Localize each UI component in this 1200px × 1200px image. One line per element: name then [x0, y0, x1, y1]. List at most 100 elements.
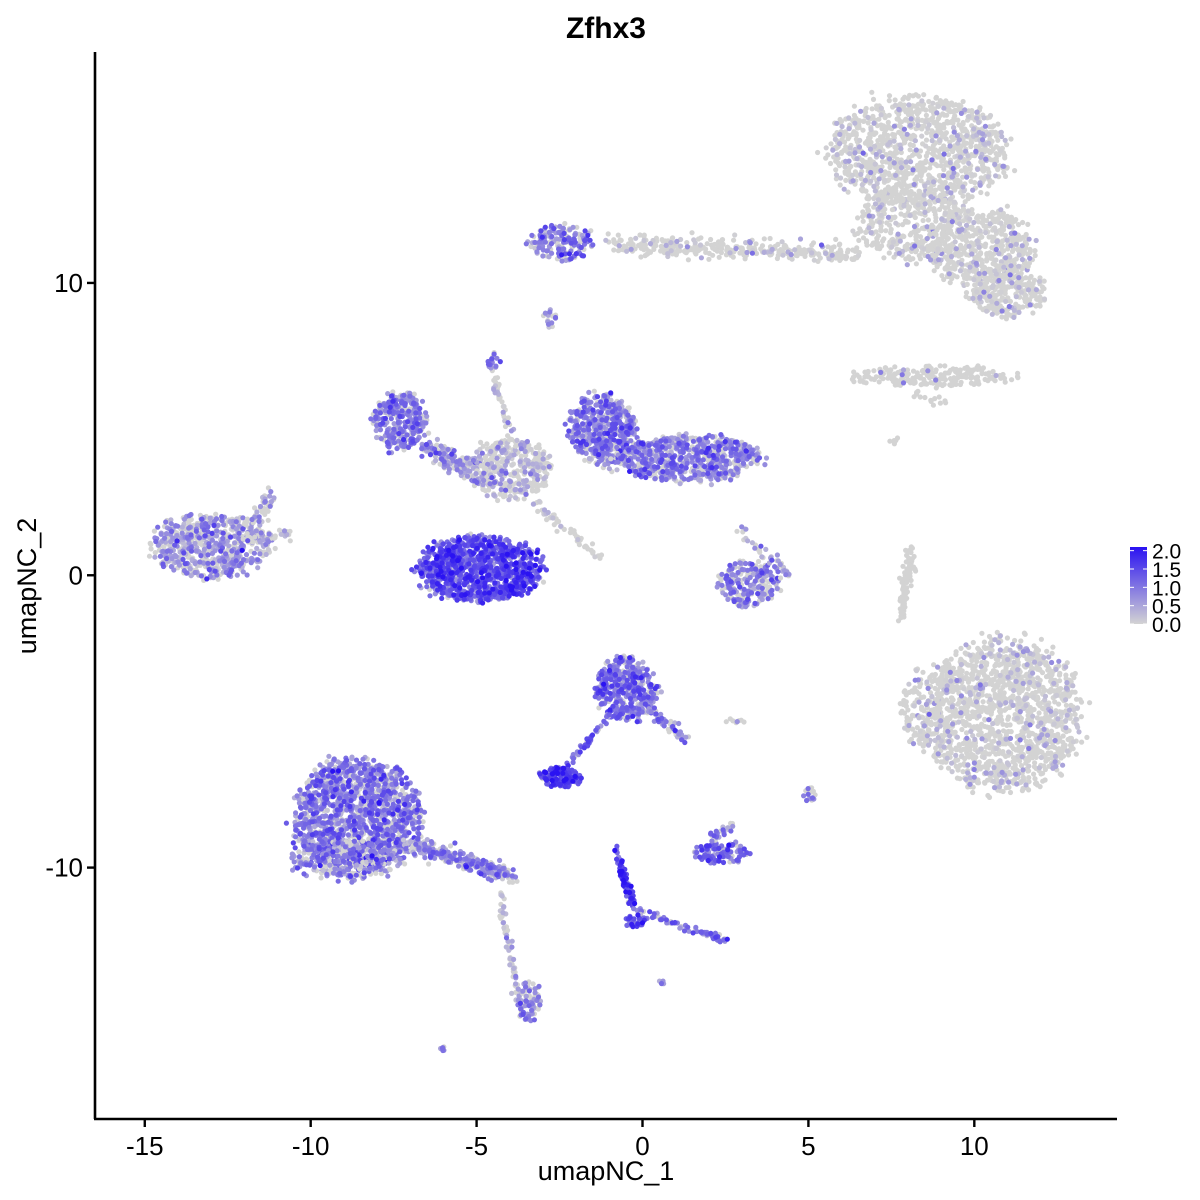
- data-point: [961, 188, 967, 194]
- data-point: [162, 535, 168, 541]
- data-point: [838, 150, 845, 156]
- data-point: [1039, 284, 1046, 290]
- data-point: [265, 517, 271, 523]
- data-point: [998, 289, 1004, 295]
- data-point: [922, 209, 928, 215]
- data-point: [986, 183, 992, 189]
- data-point: [956, 369, 962, 376]
- data-point: [711, 242, 717, 248]
- data-point: [902, 243, 908, 249]
- data-point: [1013, 241, 1019, 247]
- data-point: [931, 268, 937, 274]
- data-point: [248, 525, 254, 531]
- data-point: [933, 385, 939, 391]
- data-point: [956, 253, 962, 259]
- data-point: [691, 237, 697, 243]
- data-point: [1002, 137, 1008, 143]
- data-point: [908, 116, 914, 122]
- data-point: [425, 544, 431, 550]
- data-point: [966, 160, 972, 166]
- data-point: [378, 436, 384, 442]
- data-point: [886, 250, 892, 256]
- data-point: [767, 235, 773, 242]
- data-point: [885, 375, 891, 381]
- data-point: [168, 521, 174, 527]
- data-point: [973, 148, 979, 154]
- data-point: [878, 105, 885, 111]
- cluster-top-left-purple: [523, 220, 596, 264]
- data-point: [945, 120, 951, 126]
- data-point: [973, 260, 979, 266]
- data-point: [993, 173, 999, 179]
- data-point: [941, 276, 947, 283]
- data-point: [434, 554, 440, 560]
- data-point: [908, 196, 914, 202]
- data-point: [914, 370, 920, 376]
- data-point: [903, 136, 909, 142]
- data-point: [965, 208, 971, 214]
- data-point: [685, 257, 692, 263]
- data-point: [868, 169, 874, 176]
- data-point: [647, 249, 654, 255]
- data-point: [985, 148, 992, 154]
- data-point: [957, 154, 964, 160]
- data-point: [898, 184, 905, 190]
- data-point: [870, 96, 877, 102]
- data-point: [904, 262, 910, 268]
- data-point: [186, 513, 192, 519]
- data-point: [532, 562, 539, 569]
- data-point: [818, 242, 825, 248]
- data-point: [658, 248, 664, 254]
- data-point: [985, 174, 991, 180]
- data-point: [731, 237, 737, 243]
- data-point: [503, 577, 509, 584]
- data-point: [560, 225, 567, 231]
- data-point: [513, 560, 519, 566]
- data-point: [239, 547, 245, 553]
- data-point: [930, 100, 936, 106]
- data-point: [534, 550, 540, 556]
- data-point: [856, 144, 863, 150]
- data-point: [940, 173, 947, 179]
- data-point: [210, 560, 216, 566]
- data-point: [769, 246, 775, 252]
- data-point: [862, 177, 869, 183]
- data-point: [263, 551, 269, 558]
- data-point: [578, 244, 584, 251]
- data-point: [832, 136, 839, 142]
- data-point: [427, 565, 433, 571]
- data-point: [915, 388, 921, 394]
- data-point: [1041, 296, 1048, 302]
- data-point: [1020, 219, 1026, 226]
- data-point: [933, 133, 939, 139]
- data-point: [850, 228, 856, 234]
- data-point: [971, 126, 977, 132]
- data-point: [265, 539, 272, 545]
- data-point: [990, 215, 996, 222]
- data-point: [983, 156, 989, 162]
- data-point: [163, 531, 170, 537]
- data-point: [885, 214, 892, 220]
- data-point: [891, 138, 897, 144]
- data-point: [925, 180, 931, 186]
- data-point: [1009, 377, 1015, 383]
- data-point: [192, 569, 198, 576]
- data-point: [1002, 173, 1009, 179]
- data-point: [921, 92, 927, 98]
- data-point: [940, 101, 946, 107]
- data-point: [245, 538, 251, 544]
- data-point: [1032, 252, 1038, 259]
- data-point: [978, 189, 984, 196]
- data-point: [388, 416, 394, 422]
- data-point: [910, 142, 916, 149]
- data-point: [1008, 136, 1014, 142]
- data-point: [912, 138, 919, 144]
- data-point: [835, 250, 841, 256]
- data-point: [887, 139, 893, 145]
- data-point: [990, 238, 996, 244]
- data-point: [1018, 289, 1024, 295]
- data-point: [272, 545, 278, 552]
- data-point: [647, 241, 654, 247]
- data-point: [867, 135, 873, 141]
- data-point: [529, 232, 535, 238]
